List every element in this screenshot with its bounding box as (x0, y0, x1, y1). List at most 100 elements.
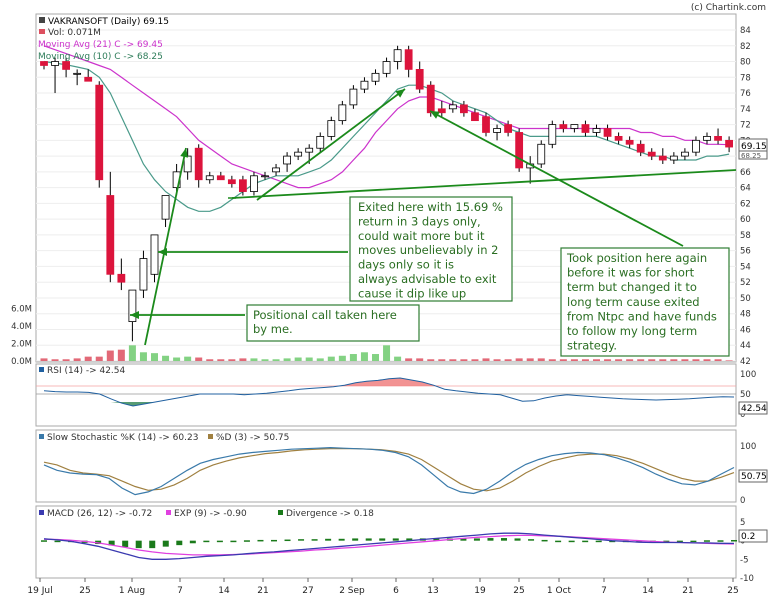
divergence-bar (406, 538, 413, 541)
volume-bar (272, 359, 280, 361)
candle-body (238, 179, 247, 192)
candle-body (349, 88, 358, 106)
rsi-tick-label: 0 (740, 410, 745, 420)
candle-body (504, 124, 513, 133)
chart-title: VAKRANSOFT (Daily) 69.15 (48, 17, 169, 27)
rsi-tick-label: 100 (740, 370, 756, 380)
volume-bar (305, 357, 313, 361)
last-price-boxes: 69.15 68.25 (738, 138, 768, 160)
candle-body (581, 124, 590, 133)
divergence-bar (541, 539, 548, 542)
rsi-plot: 0 50 100 (36, 370, 756, 420)
stochastic-panel-frame (35, 429, 737, 503)
volume-bar (670, 359, 678, 361)
divergence-bar (379, 538, 386, 541)
candle-body (570, 124, 579, 129)
divergence-bar (135, 540, 142, 549)
price-tick-label: 80 (740, 58, 751, 68)
volume-bar (405, 358, 413, 361)
volume-bar (206, 359, 214, 361)
x-tick-label: 25 (727, 586, 738, 596)
stoch-d-line (43, 448, 735, 492)
volume-axis: 0.0M 2.0M 4.0M 6.0M (11, 305, 32, 367)
price-tick-label: 50 (740, 294, 751, 304)
volume-bar (714, 359, 722, 361)
candle-body (161, 195, 170, 220)
position-arrow-head (430, 111, 440, 119)
price-tick-label: 72 (740, 121, 751, 131)
positional-note-box (246, 304, 420, 342)
candles (40, 45, 733, 342)
ma-price-box (738, 150, 768, 160)
candle-body (647, 151, 656, 157)
candle-body (636, 143, 645, 153)
candle-body (493, 128, 501, 133)
volume-bar (504, 359, 512, 361)
divergence-bar (609, 540, 616, 543)
volume-bar (217, 359, 225, 361)
position-note-box (560, 247, 730, 357)
candle-body (360, 80, 369, 90)
divergence-bar (663, 540, 670, 543)
volume-bar (261, 359, 269, 361)
divergence-bar (703, 540, 710, 542)
volume-bar (151, 353, 158, 361)
stoch-k-icon (39, 434, 44, 439)
divergence-bar (311, 539, 318, 541)
volume-bar (250, 358, 258, 361)
rsi-value: 42.54 (741, 404, 767, 414)
rsi-oversold-fill (44, 402, 734, 406)
volume-bar (559, 359, 567, 361)
volume-bar (239, 358, 247, 361)
ma10-line (43, 60, 730, 212)
candle-body (294, 151, 303, 157)
divergence-bar (555, 540, 562, 543)
exit-note-box (349, 196, 513, 302)
divergence-bar (528, 539, 535, 541)
divergence-bar (676, 540, 683, 543)
volume-bar (692, 359, 700, 361)
x-tick-label: 1 Oct (547, 586, 572, 596)
divergence-bar (636, 540, 643, 543)
divergence-bar (501, 538, 507, 541)
divergence-bar (514, 538, 521, 541)
positional-arrow-head (130, 311, 139, 319)
candle-body (338, 104, 347, 122)
volume-bar (593, 359, 600, 361)
candle-body (681, 151, 689, 157)
price-tick-label: 60 (740, 215, 751, 225)
candle-body (482, 116, 490, 133)
x-tick-label: 19 Jul (27, 586, 52, 596)
volume-bar (316, 358, 324, 361)
price-tick-label: 66 (740, 168, 751, 178)
candle-body (261, 175, 269, 178)
stochastic-panel: Slow Stochastic %K (14) -> 60.23 %D (3) … (35, 429, 768, 506)
volume-bar (338, 355, 346, 361)
divergence-bar (149, 540, 156, 549)
volume-bar (294, 357, 302, 361)
candle-body (393, 49, 402, 62)
candle-body (559, 124, 568, 129)
volume-bar (360, 352, 368, 361)
volume-bar (515, 358, 523, 361)
rsi-icon (39, 367, 44, 372)
divergence-bar (731, 539, 737, 542)
volume-bar (195, 357, 203, 361)
divergence-bar (216, 540, 223, 543)
volume-bar (626, 359, 634, 361)
position-note-text: Took position here again before it was fo… (566, 251, 717, 353)
candle-body (305, 147, 314, 153)
volume-bar (394, 356, 402, 361)
volume-bar (73, 358, 81, 361)
volume-tick-label: 0.0M (11, 357, 32, 367)
candle-body (283, 155, 292, 165)
volume-bar (526, 358, 534, 361)
x-tick-label: 19 (474, 586, 486, 596)
divergence-bar (338, 538, 345, 541)
stoch-tick-label: 0 (740, 496, 745, 506)
support-trendline (231, 169, 737, 199)
candle-body (614, 135, 623, 141)
divergence-bar (690, 540, 697, 543)
candle-body (714, 135, 722, 141)
